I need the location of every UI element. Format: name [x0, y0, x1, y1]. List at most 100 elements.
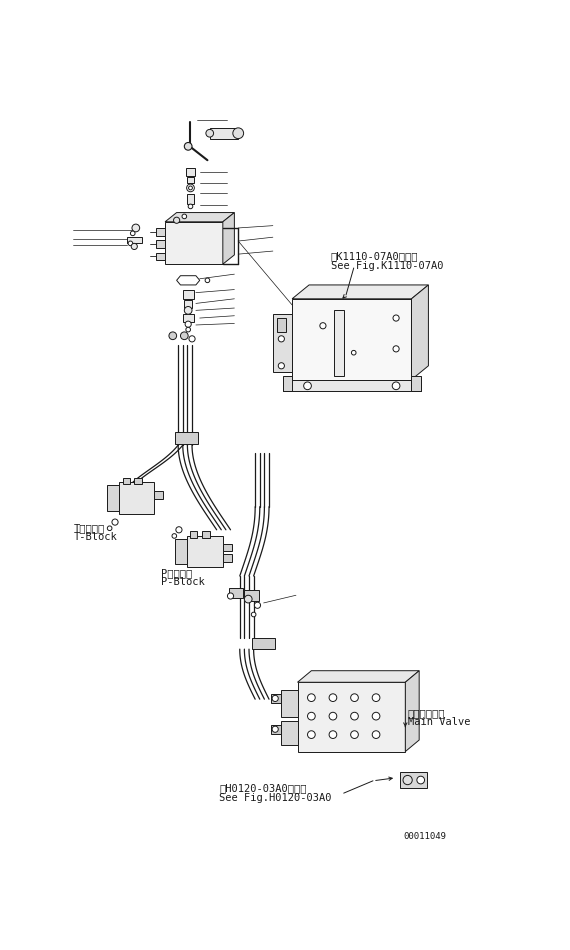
Polygon shape [400, 772, 427, 788]
Circle shape [352, 351, 356, 355]
Polygon shape [298, 671, 419, 682]
Circle shape [132, 224, 140, 232]
Circle shape [186, 328, 190, 332]
Polygon shape [177, 276, 199, 285]
Bar [175, 432, 198, 444]
Circle shape [181, 332, 188, 339]
Bar [276, 318, 286, 332]
Bar [190, 531, 197, 538]
Circle shape [172, 534, 177, 539]
Circle shape [206, 129, 214, 137]
Circle shape [278, 363, 284, 369]
Polygon shape [412, 285, 429, 380]
Text: 第H0120-03A0図参照: 第H0120-03A0図参照 [219, 784, 307, 793]
Polygon shape [280, 721, 298, 746]
Bar [183, 314, 194, 322]
Bar [153, 491, 163, 499]
Polygon shape [210, 128, 238, 139]
Bar [223, 543, 232, 551]
Bar [271, 725, 280, 733]
Text: 00011049: 00011049 [404, 832, 447, 841]
Polygon shape [283, 380, 421, 391]
Text: Main Valve: Main Valve [408, 717, 470, 728]
Circle shape [173, 218, 180, 223]
Circle shape [186, 184, 194, 192]
Polygon shape [280, 690, 298, 717]
Text: メインバルブ: メインバルブ [408, 708, 445, 718]
Bar [243, 590, 259, 600]
Bar [156, 253, 165, 260]
Circle shape [393, 315, 399, 321]
Bar [184, 300, 192, 308]
Circle shape [351, 694, 359, 701]
Polygon shape [292, 299, 412, 380]
Circle shape [403, 775, 412, 785]
Circle shape [308, 712, 315, 720]
Polygon shape [175, 539, 186, 563]
Circle shape [392, 382, 400, 390]
Bar [335, 311, 344, 376]
Polygon shape [107, 485, 119, 511]
Circle shape [189, 335, 195, 342]
Circle shape [112, 519, 118, 525]
Circle shape [272, 726, 278, 732]
Polygon shape [283, 376, 292, 391]
Circle shape [278, 335, 284, 342]
Bar [252, 637, 275, 649]
Text: Pブロック: Pブロック [161, 568, 193, 578]
Bar [156, 240, 165, 248]
Bar [229, 587, 243, 598]
Circle shape [372, 712, 380, 720]
Text: 第K1110-07A0図参照: 第K1110-07A0図参照 [331, 252, 418, 261]
Circle shape [227, 593, 234, 599]
Circle shape [205, 278, 210, 283]
Bar [223, 555, 232, 562]
Polygon shape [165, 221, 223, 264]
Polygon shape [119, 482, 153, 514]
Circle shape [185, 321, 192, 328]
Circle shape [128, 241, 133, 246]
Circle shape [351, 731, 359, 738]
Circle shape [188, 204, 193, 209]
Circle shape [320, 323, 326, 329]
Circle shape [251, 612, 256, 617]
Circle shape [254, 602, 260, 608]
Bar [271, 694, 280, 703]
Bar [127, 238, 142, 242]
Circle shape [308, 731, 315, 738]
Bar [202, 531, 210, 538]
Circle shape [372, 694, 380, 701]
Polygon shape [186, 536, 223, 567]
Circle shape [131, 243, 137, 250]
Polygon shape [223, 213, 234, 264]
Text: T-Block: T-Block [74, 533, 118, 542]
Circle shape [176, 526, 182, 533]
Circle shape [351, 712, 359, 720]
Circle shape [304, 382, 311, 390]
Circle shape [184, 307, 192, 314]
Text: See Fig.K1110-07A0: See Fig.K1110-07A0 [331, 260, 443, 271]
Circle shape [372, 731, 380, 738]
Polygon shape [165, 213, 234, 221]
Polygon shape [405, 671, 419, 751]
Polygon shape [292, 285, 429, 299]
Polygon shape [273, 314, 292, 372]
Bar [186, 168, 195, 176]
Circle shape [169, 332, 177, 339]
Bar [135, 478, 142, 484]
Circle shape [417, 776, 425, 784]
Circle shape [182, 214, 186, 218]
Circle shape [308, 694, 315, 701]
Text: Tブロック: Tブロック [74, 523, 105, 533]
Bar [188, 194, 194, 204]
Polygon shape [298, 682, 405, 751]
Circle shape [131, 231, 135, 236]
Circle shape [184, 142, 192, 150]
Circle shape [329, 731, 337, 738]
Circle shape [329, 712, 337, 720]
Polygon shape [412, 376, 421, 391]
Bar [186, 177, 194, 182]
Circle shape [233, 128, 243, 139]
Circle shape [189, 186, 193, 190]
Bar [183, 290, 194, 299]
